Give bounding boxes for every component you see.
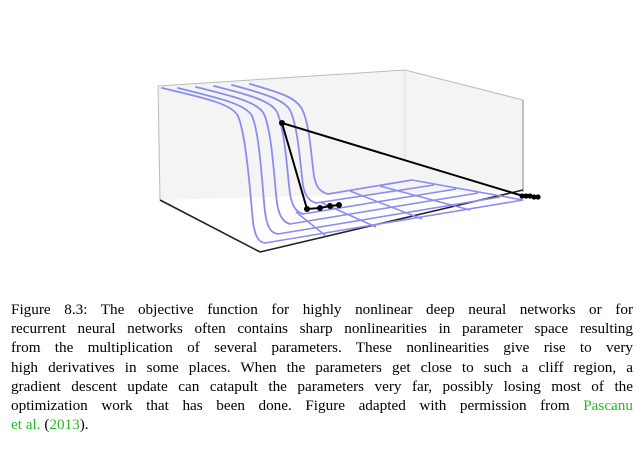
grid-line (411, 179, 524, 201)
path-point (535, 194, 541, 200)
back-panel (158, 70, 523, 200)
box-edge-left-vertical (157, 85, 161, 201)
path-point (279, 120, 285, 126)
grid-line (349, 190, 423, 220)
citation-link-year[interactable]: 2013 (49, 416, 80, 434)
grid-line (379, 185, 471, 211)
path-point (523, 193, 529, 199)
box-edge-bottom-left (159, 199, 261, 253)
caption-line: from the multiplication of several param… (11, 339, 633, 357)
caption-line: Figure 8.3: The objective function for h… (11, 301, 634, 318)
surface-curve (161, 87, 266, 244)
cliff-surface-figure (157, 69, 541, 253)
grid-line (289, 192, 479, 225)
surface-curve (213, 85, 304, 215)
box-edge-back-top (157, 69, 406, 87)
path-point (317, 205, 323, 211)
path-point (336, 202, 342, 208)
path-point (519, 193, 525, 199)
grid-line (295, 211, 327, 237)
grid-line (277, 196, 501, 235)
surface-curve (231, 84, 317, 204)
path-point (304, 206, 310, 212)
grid-line (264, 199, 524, 244)
caption-line: recurrent neural networks often contains… (11, 320, 633, 338)
figure-label: Figure 8.3: (11, 301, 88, 318)
caption-line: high derivatives in some places. When th… (11, 358, 633, 376)
grid-line (315, 184, 435, 204)
surface-flat-grid (264, 179, 524, 244)
citation-link-author[interactable]: Pascanu (583, 397, 633, 415)
caption-line: gradient descent update can catapult the… (11, 377, 633, 395)
grid-line (327, 179, 413, 195)
surface-curve (195, 86, 291, 225)
gradient-path (279, 120, 541, 212)
figure-caption: Figure 8.3: The objective function for h… (11, 300, 633, 434)
caption-line: optimization work that has been done. Fi… (11, 397, 633, 415)
path-point (527, 193, 533, 199)
citation-link-etal[interactable]: et al. (11, 416, 41, 434)
box-edge-back-right-top (404, 69, 524, 101)
grid-line (302, 188, 457, 215)
surface-curve (249, 83, 329, 195)
caption-line: et al. (2013). (11, 416, 89, 434)
path-point (327, 203, 333, 209)
surface-curve (177, 87, 279, 235)
surface-cliff-curves (161, 83, 329, 244)
path-point (531, 194, 537, 200)
